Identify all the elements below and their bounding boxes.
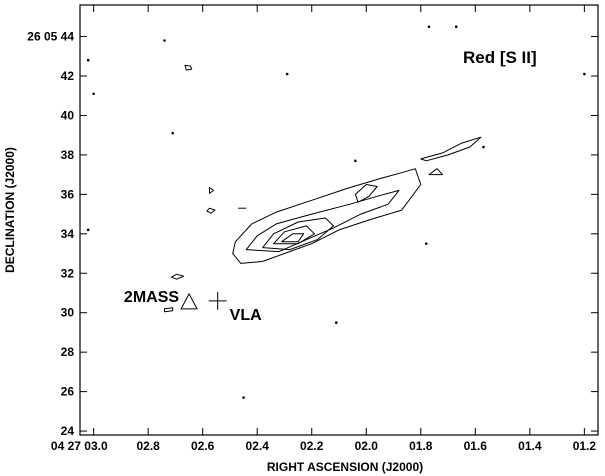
y-tick-label: 30 — [61, 306, 75, 320]
y-tick-label: 42 — [61, 69, 75, 83]
noise-speck — [92, 92, 95, 96]
x-axis-label: RIGHT ASCENSION (J2000) — [267, 460, 423, 474]
contour-blob-northeast-2 — [428, 168, 444, 176]
contour-blob-2 — [170, 273, 185, 280]
panel-annotation: Red [S II] — [463, 48, 537, 67]
contour-main-level-2 — [245, 189, 400, 253]
x-tick-label: 02.6 — [191, 439, 215, 453]
contour-blob-3 — [209, 187, 215, 194]
y-tick-label: 38 — [61, 148, 75, 162]
contour-knot-east — [354, 184, 378, 203]
marker-label: VLA — [230, 307, 262, 324]
x-tick-label: 01.8 — [409, 439, 433, 453]
y-tick-label: 36 — [61, 187, 75, 201]
noise-speck — [242, 396, 245, 399]
y-tick-label: 34 — [61, 227, 75, 241]
plot-frame — [79, 4, 599, 436]
noise-speck — [482, 145, 485, 149]
x-tick-label: 02.8 — [136, 439, 160, 453]
contour-blob-5 — [164, 307, 174, 313]
noise-speck — [334, 321, 338, 324]
y-tick-label: 24 — [61, 424, 75, 438]
y-tick-label: 32 — [61, 266, 75, 280]
y-tick-label: 26 — [61, 385, 75, 399]
contour-main-level-5 — [281, 233, 305, 243]
contour-blob-1 — [184, 64, 193, 71]
contour-main-level-3 — [262, 217, 334, 251]
contour-blob-4 — [206, 207, 216, 214]
noise-speck — [424, 242, 428, 245]
noise-speck — [285, 72, 289, 76]
contour-main-level-4 — [273, 225, 315, 245]
noise-speck — [583, 72, 586, 76]
noise-speck — [86, 228, 90, 232]
noise-speck — [171, 131, 174, 135]
contour-main-level-1 — [232, 168, 422, 264]
x-tick-label: 02.2 — [300, 439, 324, 453]
marker-triangle — [180, 292, 198, 310]
y-axis-label: DECLINATION (J2000) — [3, 147, 17, 273]
contour-blob-northeast — [420, 136, 482, 162]
noise-speck — [86, 58, 90, 62]
noise-speck — [454, 25, 458, 28]
marker-label: 2MASS — [124, 289, 179, 306]
x-tick-label: 02.4 — [246, 439, 270, 453]
noise-speck — [427, 25, 431, 28]
x-tick-label: 04 27 03.0 — [51, 439, 108, 453]
y-tick-label: 28 — [61, 345, 75, 359]
x-tick-label: 01.2 — [573, 439, 597, 453]
noise-speck — [354, 159, 357, 163]
x-tick-label: 01.6 — [464, 439, 488, 453]
x-tick-label: 02.0 — [355, 439, 379, 453]
x-tick-label: 01.4 — [518, 439, 542, 453]
noise-speck — [163, 39, 166, 42]
y-tick-label: 26 05 44 — [27, 30, 74, 44]
y-tick-label: 40 — [61, 108, 75, 122]
